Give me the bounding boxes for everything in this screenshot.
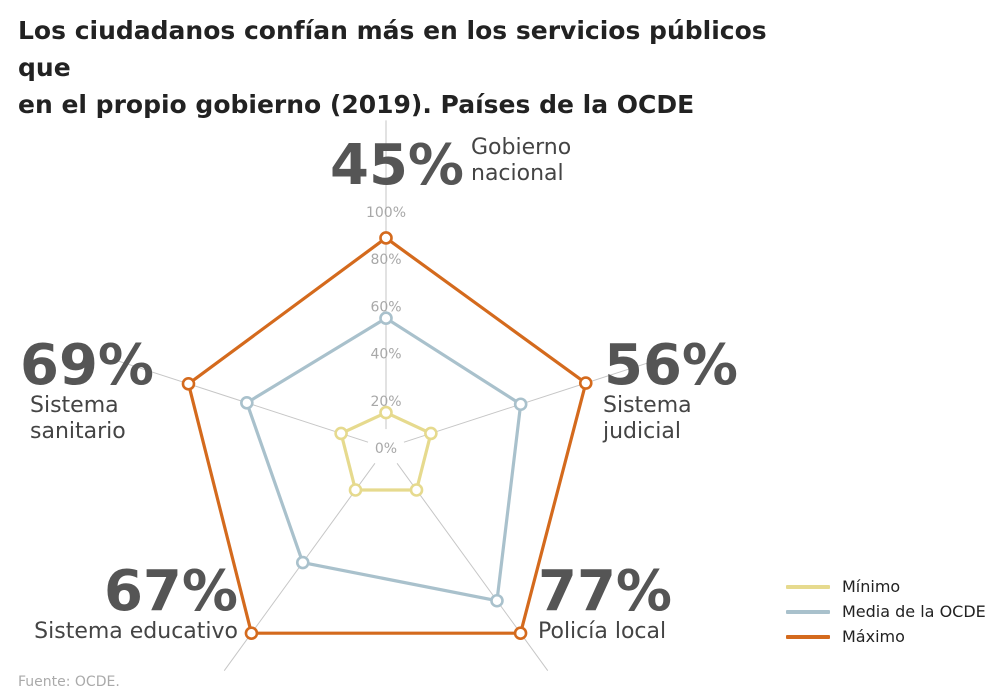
category-labels: 45% Gobiernonacional56%Sistemajudicial77%… [20,133,738,644]
headline-value: 45% [330,133,464,198]
point-media [295,555,310,570]
headline-value: 77% [538,559,672,624]
category-label: nacional [471,161,564,186]
point-media [240,395,254,410]
tick-label: 20% [370,394,401,410]
category-label: sanitario [30,419,126,444]
title-line-2: en el propio gobierno (2019). Países de … [18,90,695,119]
radar-series [181,231,593,641]
radar-tick-labels: 0% 20% 40% 60% 80% 100% [366,205,406,457]
point-minimo [379,405,393,420]
point-minimo [424,426,438,441]
point-media [379,311,393,326]
legend-label-media: Media de la OCDE [842,602,986,621]
headline-value: 67% [104,559,238,624]
legend-swatch-minimo [786,584,830,589]
source-note: Fuente: OCDE. [18,674,120,690]
tick-label: 60% [370,299,401,315]
point-minimo [334,426,348,441]
series-line-maximo [186,235,588,635]
legend-label-maximo: Máximo [842,627,905,646]
legend-item-minimo: Mínimo [786,574,986,599]
point-media [513,397,528,412]
point-maximo [244,626,259,641]
legend-swatch-media [786,609,830,614]
tick-label: 0% [375,441,397,457]
point-media [490,593,504,608]
tick-label: 80% [370,252,401,268]
legend-swatch-maximo [786,634,830,639]
category-label: judicial [602,419,681,444]
point-maximo [513,626,528,641]
point-maximo [181,377,196,391]
category-label: Policía local [538,619,666,644]
chart-title: Los ciudadanos confían más en los servic… [18,12,818,123]
legend-label-minimo: Mínimo [842,577,901,596]
legend-item-media: Media de la OCDE [786,599,986,624]
point-maximo [379,231,393,245]
legend: Mínimo Media de la OCDE Máximo [786,574,986,649]
legend-item-maximo: Máximo [786,624,986,649]
point-maximo [578,376,593,390]
category-label: Gobierno [471,135,571,160]
tick-label: 100% [366,205,406,221]
point-minimo [348,483,363,497]
headline-value: 69% [20,333,154,398]
category-label: Sistema [30,393,119,418]
tick-label: 40% [370,347,401,363]
spoke-1 [403,361,652,443]
series-line-media [244,316,523,603]
title-line-1: Los ciudadanos confían más en los servic… [18,16,767,82]
series-line-minimo [339,410,433,492]
category-label: Sistema [603,393,692,418]
point-minimo [409,483,424,497]
category-label: Sistema educativo [34,619,238,644]
headline-value: 56% [604,333,738,398]
